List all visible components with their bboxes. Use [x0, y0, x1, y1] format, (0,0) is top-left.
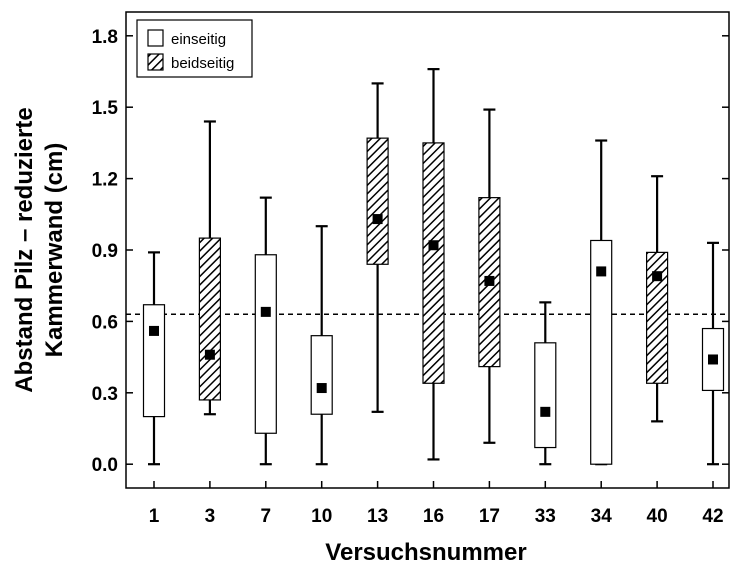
x-tick-label: 10: [311, 506, 332, 527]
median-marker: [540, 406, 551, 417]
legend-label-beidseitig: beidseitig: [171, 55, 234, 72]
y-tick-label: 0.6: [92, 312, 118, 333]
y-axis-title-line-2: Kammerwand (cm): [41, 143, 68, 358]
legend-swatch-einseitig: [147, 29, 164, 47]
x-tick-label: 40: [647, 506, 668, 527]
iqr-box: [310, 335, 333, 415]
median-marker: [428, 240, 439, 251]
x-tick-label: 33: [535, 506, 556, 527]
box-40: [645, 175, 669, 423]
iqr-box: [590, 239, 613, 465]
iqr-box: [254, 254, 277, 434]
median-marker: [596, 266, 607, 277]
median-marker: [372, 214, 383, 225]
legend-label-einseitig: einseitig: [171, 31, 226, 48]
box-3: [198, 120, 221, 416]
box-7: [254, 196, 277, 466]
box-10: [310, 225, 333, 466]
box-13: [366, 82, 389, 413]
median-marker: [484, 275, 495, 286]
iqr-box: [142, 304, 166, 418]
median-marker: [652, 271, 663, 282]
box-17: [478, 108, 501, 444]
x-tick-label: 13: [367, 506, 388, 527]
iqr-box: [534, 342, 557, 449]
y-tick-label: 0.9: [92, 241, 118, 262]
y-tick-label: 1.8: [92, 27, 118, 48]
median-marker: [260, 306, 271, 317]
iqr-box: [366, 137, 389, 265]
y-tick-label: 1.2: [92, 170, 118, 191]
median-marker: [316, 383, 327, 394]
y-tick-label: 1.5: [92, 98, 119, 119]
median-marker: [149, 325, 159, 336]
x-tick-label: 17: [479, 506, 500, 527]
boxes: [142, 68, 725, 466]
box-42: [701, 241, 725, 466]
legend: einseitig beidseitig: [136, 19, 253, 78]
median-marker: [708, 354, 718, 365]
median-marker: [204, 349, 215, 360]
box-16: [422, 68, 445, 461]
x-axis-title: Versuchsnummer: [325, 539, 526, 566]
x-tick-label: 16: [423, 506, 444, 527]
x-axis: 1 3 7 10 13 16 17 33 34 40 42: [149, 481, 724, 527]
y-axis: 0.0 0.3 0.6 0.9 1.2 1.5 1.8: [92, 27, 729, 476]
iqr-box: [645, 251, 669, 384]
x-tick-label: 3: [205, 506, 216, 527]
y-tick-label: 0.3: [92, 384, 118, 405]
y-axis-title-line-1: Abstand Pilz – reduzierte: [11, 107, 38, 392]
box-33: [534, 301, 557, 466]
legend-swatch-beidseitig: [147, 53, 164, 71]
box-34: [590, 139, 613, 466]
y-axis-title: Abstand Pilz – reduzierte Kammerwand (cm…: [11, 107, 68, 392]
x-tick-label: 34: [591, 506, 613, 527]
x-tick-label: 1: [149, 506, 160, 527]
x-tick-label: 7: [261, 506, 272, 527]
box-1: [142, 251, 166, 466]
iqr-box: [422, 142, 445, 384]
iqr-box: [198, 237, 221, 401]
x-tick-label: 42: [702, 506, 723, 527]
y-tick-label: 0.0: [92, 455, 118, 476]
